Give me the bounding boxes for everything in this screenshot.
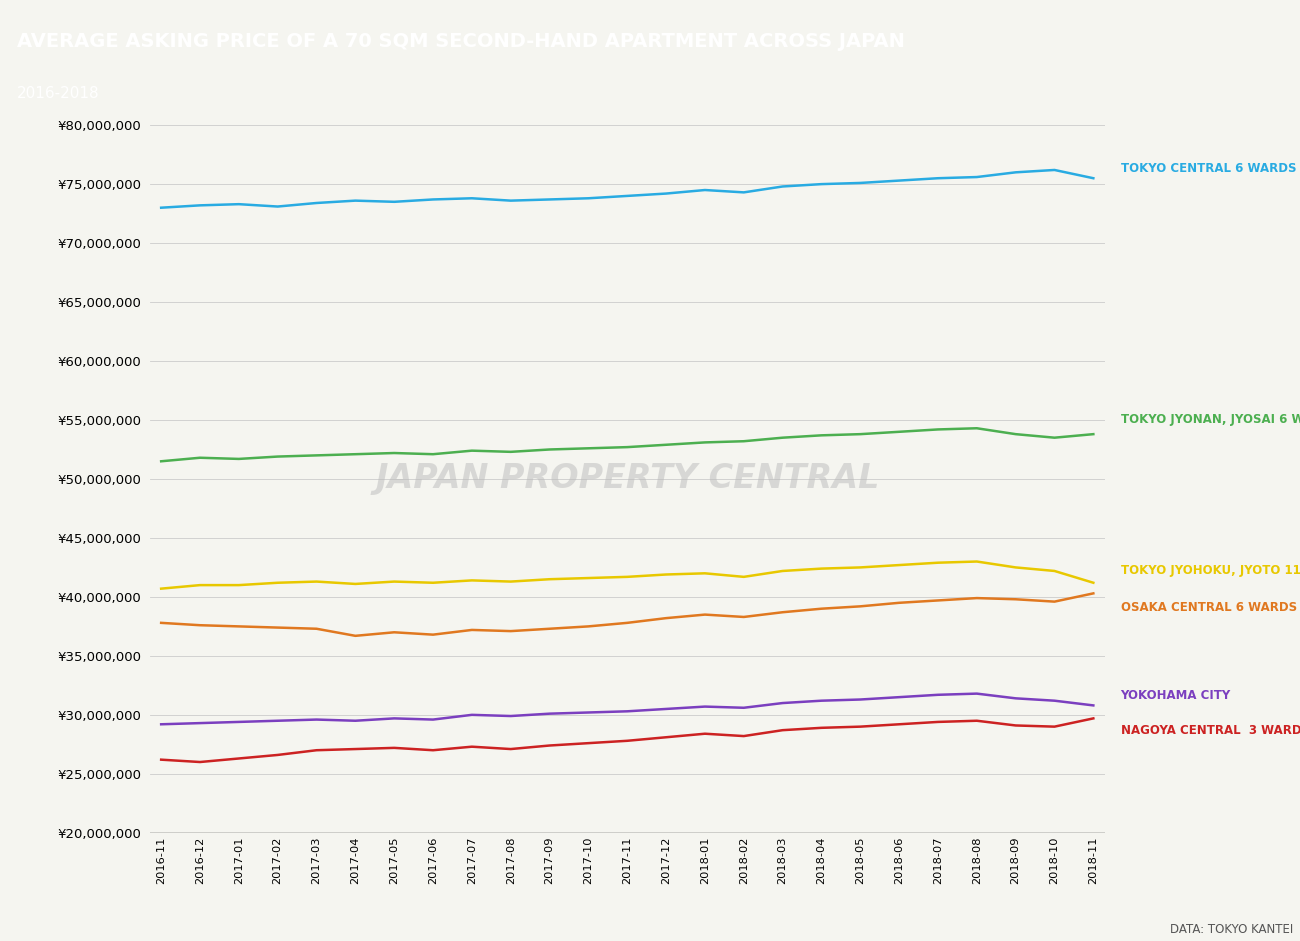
Text: YOKOHAMA CITY: YOKOHAMA CITY — [1121, 690, 1231, 703]
Text: TOKYO JYOHOKU, JYOTO 11 WARDS: TOKYO JYOHOKU, JYOTO 11 WARDS — [1121, 565, 1300, 578]
Text: OSAKA CENTRAL 6 WARDS: OSAKA CENTRAL 6 WARDS — [1121, 601, 1296, 614]
Text: JAPAN PROPERTY CENTRAL: JAPAN PROPERTY CENTRAL — [376, 462, 879, 496]
Text: NAGOYA CENTRAL  3 WARDS: NAGOYA CENTRAL 3 WARDS — [1121, 724, 1300, 737]
Text: 2016-2018: 2016-2018 — [17, 86, 100, 101]
Text: DATA: TOKYO KANTEI: DATA: TOKYO KANTEI — [1170, 923, 1294, 936]
Text: TOKYO JYONAN, JYOSAI 6 WARDS: TOKYO JYONAN, JYOSAI 6 WARDS — [1121, 413, 1300, 426]
Text: TOKYO CENTRAL 6 WARDS: TOKYO CENTRAL 6 WARDS — [1121, 162, 1296, 175]
Text: AVERAGE ASKING PRICE OF A 70 SQM SECOND-HAND APARTMENT ACROSS JAPAN: AVERAGE ASKING PRICE OF A 70 SQM SECOND-… — [17, 32, 905, 52]
